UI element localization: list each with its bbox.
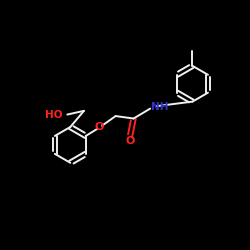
Text: O: O <box>125 136 134 146</box>
Text: NH: NH <box>152 102 169 112</box>
Text: O: O <box>95 122 104 132</box>
Text: HO: HO <box>45 110 63 120</box>
